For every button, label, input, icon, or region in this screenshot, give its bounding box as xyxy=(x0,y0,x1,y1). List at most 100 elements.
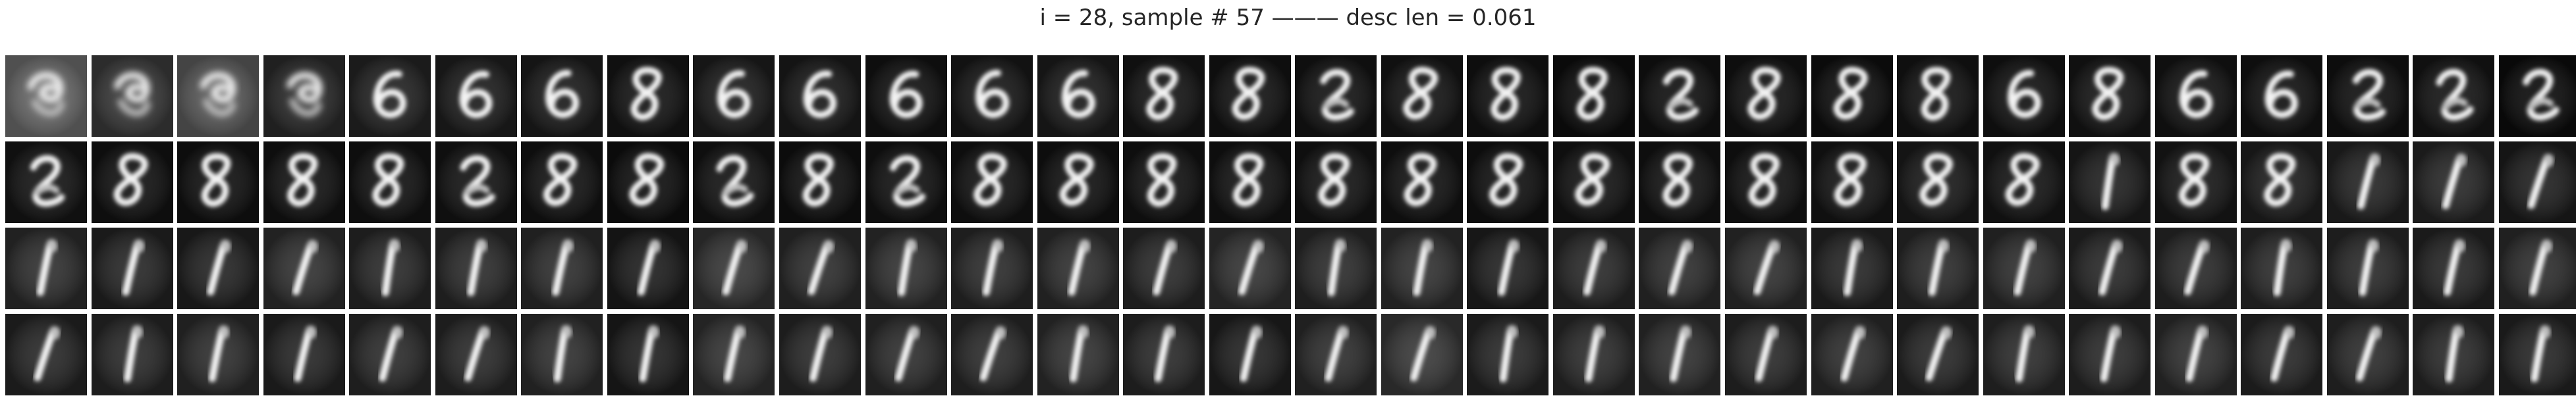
eight-digit-image xyxy=(1037,141,1119,223)
digit-tile xyxy=(1897,314,1979,395)
one-digit-image xyxy=(865,314,947,395)
digit-tile xyxy=(177,228,259,309)
one-digit-image xyxy=(2069,228,2151,309)
one-digit-image xyxy=(1639,314,1720,395)
one-digit-image xyxy=(521,228,603,309)
digit-tile xyxy=(607,228,689,309)
eight-digit-image xyxy=(1381,55,1463,137)
one-digit-image xyxy=(2413,228,2494,309)
digit-tile xyxy=(1897,228,1979,309)
digit-tile xyxy=(1467,55,1548,137)
digit-tile xyxy=(1467,228,1548,309)
digit-tile xyxy=(1209,55,1291,137)
one-digit-image xyxy=(5,314,87,395)
one-digit-image xyxy=(1037,314,1119,395)
digit-tile xyxy=(1811,141,1893,223)
digit-tile xyxy=(2327,141,2409,223)
one-digit-image xyxy=(1553,228,1635,309)
eight-digit-image xyxy=(349,141,431,223)
one-digit-image xyxy=(1381,228,1463,309)
digit-tile xyxy=(349,314,431,395)
six-digit-image xyxy=(779,55,861,137)
digit-tile xyxy=(779,314,861,395)
digit-tile xyxy=(1811,314,1893,395)
one-digit-image xyxy=(607,228,689,309)
digit-tile xyxy=(1123,55,1205,137)
digit-tile xyxy=(92,55,173,137)
one-digit-image xyxy=(693,228,775,309)
digit-tile xyxy=(1553,314,1635,395)
digit-tile xyxy=(5,228,87,309)
two-digit-image xyxy=(865,141,947,223)
one-digit-image xyxy=(2241,228,2322,309)
six-digit-image xyxy=(2241,55,2322,137)
digit-tile xyxy=(2327,228,2409,309)
digit-tile xyxy=(177,141,259,223)
digit-tile xyxy=(1725,55,1807,137)
one-digit-image xyxy=(2327,314,2409,395)
blob-digit-image xyxy=(263,55,345,137)
digit-tile xyxy=(2241,141,2322,223)
image-grid xyxy=(5,55,2576,397)
digit-tile xyxy=(1811,228,1893,309)
one-digit-image xyxy=(2499,228,2576,309)
one-digit-image xyxy=(2155,228,2237,309)
digit-tile xyxy=(1553,228,1635,309)
digit-tile xyxy=(435,55,517,137)
one-digit-image xyxy=(263,314,345,395)
one-digit-image xyxy=(951,228,1033,309)
digit-tile xyxy=(693,228,775,309)
eight-digit-image xyxy=(2069,55,2151,137)
digit-tile xyxy=(1897,55,1979,137)
eight-digit-image xyxy=(263,141,345,223)
digit-tile xyxy=(435,314,517,395)
digit-tile xyxy=(1123,314,1205,395)
digit-tile xyxy=(693,314,775,395)
one-digit-image xyxy=(1295,228,1377,309)
digit-tile xyxy=(1725,228,1807,309)
one-digit-image xyxy=(1467,314,1548,395)
six-digit-image xyxy=(349,55,431,137)
eight-digit-image xyxy=(1811,55,1893,137)
digit-tile xyxy=(263,55,345,137)
six-digit-image xyxy=(693,55,775,137)
one-digit-image xyxy=(693,314,775,395)
digit-tile xyxy=(2499,141,2576,223)
digit-tile xyxy=(1983,314,2065,395)
digit-tile xyxy=(779,55,861,137)
one-digit-image xyxy=(435,314,517,395)
one-digit-image xyxy=(1725,314,1807,395)
digit-tile xyxy=(1209,141,1291,223)
digit-tile xyxy=(1295,314,1377,395)
digit-tile xyxy=(693,141,775,223)
one-digit-image xyxy=(1123,228,1205,309)
blob-digit-image xyxy=(5,55,87,137)
digit-tile xyxy=(263,228,345,309)
eight-digit-image xyxy=(1639,141,1720,223)
digit-tile xyxy=(521,55,603,137)
eight-digit-image xyxy=(779,141,861,223)
eight-digit-image xyxy=(1381,141,1463,223)
eight-digit-image xyxy=(1467,141,1548,223)
one-digit-image xyxy=(1897,228,1979,309)
two-digit-image xyxy=(2327,55,2409,137)
digit-tile xyxy=(1123,141,1205,223)
one-digit-image xyxy=(2155,314,2237,395)
eight-digit-image xyxy=(1725,141,1807,223)
one-digit-image xyxy=(1209,314,1291,395)
digit-tile xyxy=(1983,228,2065,309)
digit-tile xyxy=(1553,141,1635,223)
eight-digit-image xyxy=(1553,141,1635,223)
eight-digit-image xyxy=(1209,55,1291,137)
eight-digit-image xyxy=(177,141,259,223)
digit-tile xyxy=(1639,141,1720,223)
one-digit-image xyxy=(349,228,431,309)
digit-tile xyxy=(521,141,603,223)
digit-tile xyxy=(1725,141,1807,223)
one-digit-image xyxy=(1553,314,1635,395)
digit-tile xyxy=(2241,55,2322,137)
one-digit-image xyxy=(5,228,87,309)
digit-tile xyxy=(1639,314,1720,395)
one-digit-image xyxy=(865,228,947,309)
one-digit-image xyxy=(2499,141,2576,223)
